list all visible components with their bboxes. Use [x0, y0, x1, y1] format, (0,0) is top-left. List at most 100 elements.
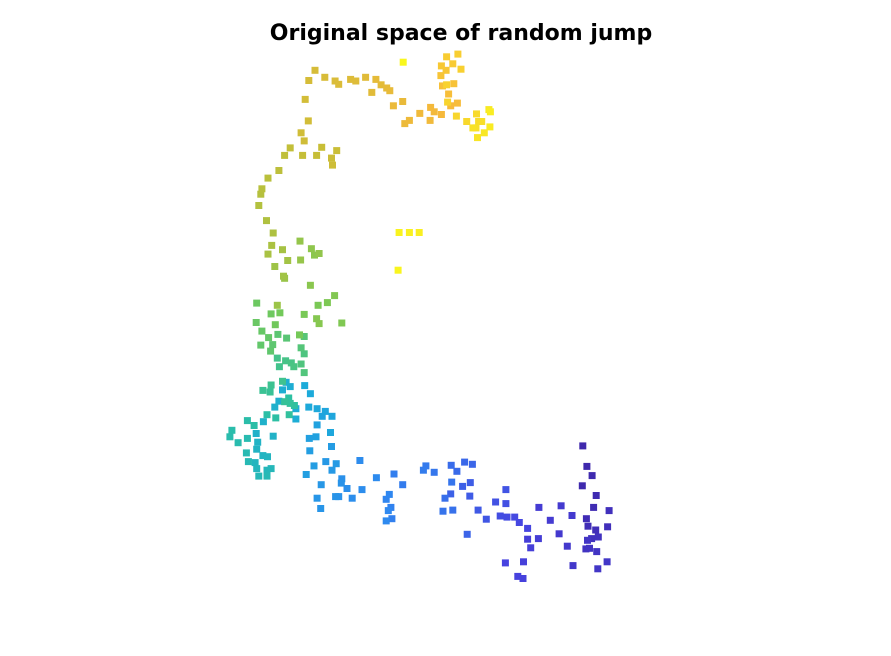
data-point: [257, 190, 265, 198]
data-point: [321, 73, 329, 81]
data-point: [447, 490, 455, 498]
data-point: [437, 62, 445, 70]
data-point: [252, 319, 260, 326]
data-point: [457, 65, 465, 73]
data-point: [296, 331, 303, 339]
data-point: [592, 492, 600, 499]
data-point: [311, 66, 319, 74]
data-point: [259, 418, 267, 426]
data-point: [447, 461, 455, 469]
data-point: [372, 474, 380, 482]
data-point: [426, 116, 434, 124]
data-point: [454, 50, 462, 58]
data-point: [524, 535, 532, 543]
data-point: [578, 482, 586, 490]
data-point: [314, 301, 322, 309]
data-point: [297, 360, 305, 368]
data-point: [469, 124, 477, 132]
data-point: [441, 494, 449, 502]
data-point: [358, 486, 366, 494]
data-point: [333, 147, 341, 155]
data-point: [332, 460, 340, 468]
data-point: [394, 266, 402, 274]
data-point: [267, 310, 275, 318]
data-point: [310, 462, 318, 470]
data-point: [253, 445, 261, 453]
data-point: [300, 350, 308, 358]
data-point: [263, 217, 270, 225]
data-point: [313, 405, 321, 413]
data-point: [582, 515, 590, 523]
data-point: [286, 399, 294, 407]
data-point: [269, 432, 277, 440]
data-point: [323, 299, 331, 307]
data-point: [338, 319, 346, 327]
data-point: [286, 383, 294, 391]
data-point: [389, 102, 397, 110]
data-point: [590, 503, 598, 511]
data-point: [281, 151, 289, 159]
data-point: [515, 519, 523, 526]
data-point: [273, 301, 281, 309]
data-point: [271, 321, 279, 329]
data-point: [255, 472, 263, 480]
data-point: [502, 500, 510, 508]
data-point: [480, 129, 488, 137]
data-point: [307, 245, 315, 253]
data-point: [399, 58, 407, 66]
data-point: [328, 154, 335, 162]
data-point: [228, 426, 236, 434]
data-point: [496, 512, 504, 520]
data-point: [258, 327, 266, 335]
data-point: [317, 505, 325, 512]
data-point: [282, 357, 290, 365]
data-point: [285, 411, 293, 419]
data-point: [419, 466, 427, 474]
data-point: [486, 123, 494, 131]
data-point: [335, 80, 343, 88]
data-point: [317, 481, 325, 489]
data-point: [450, 80, 458, 88]
data-point: [372, 75, 380, 83]
data-point: [279, 377, 286, 385]
data-point: [271, 263, 279, 270]
data-point: [275, 167, 283, 174]
data-point: [252, 430, 260, 437]
data-point: [422, 462, 430, 470]
data-point: [257, 341, 265, 349]
data-point: [280, 272, 287, 280]
data-point: [300, 369, 308, 377]
data-point: [594, 533, 602, 541]
data-point: [519, 575, 527, 582]
data-point: [474, 506, 482, 514]
data-point: [284, 257, 292, 264]
data-point: [385, 490, 393, 498]
data-point: [315, 250, 323, 257]
data-point: [306, 390, 314, 398]
data-point: [266, 388, 274, 396]
plot-area: [226, 50, 613, 582]
data-point: [269, 341, 277, 349]
data-point: [388, 515, 396, 523]
data-point: [594, 565, 602, 573]
data-point: [259, 452, 267, 460]
data-point: [313, 315, 321, 323]
data-point: [492, 498, 500, 506]
data-point: [466, 492, 474, 500]
data-point: [405, 116, 413, 124]
data-point: [268, 241, 276, 249]
data-point: [557, 502, 565, 510]
data-point: [329, 161, 336, 169]
data-point: [321, 407, 329, 415]
data-point: [264, 250, 272, 258]
data-point: [384, 507, 392, 515]
data-point: [382, 517, 390, 525]
data-point: [276, 309, 284, 317]
data-point: [328, 412, 336, 420]
data-point: [275, 363, 283, 371]
data-point: [592, 526, 600, 534]
data-point: [274, 330, 282, 338]
data-point: [263, 466, 271, 474]
data-point: [318, 412, 326, 420]
